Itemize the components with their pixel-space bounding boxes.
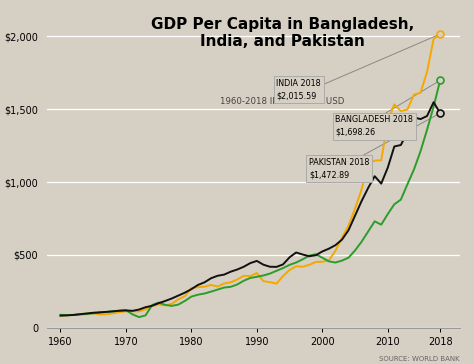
Text: PAKISTAN 2018
$1,472.89: PAKISTAN 2018 $1,472.89 — [309, 158, 370, 179]
Text: 1960-2018 IN CURRENT USD: 1960-2018 IN CURRENT USD — [220, 97, 345, 106]
Text: GDP Per Capita in Bangladesh,
India, and Pakistan: GDP Per Capita in Bangladesh, India, and… — [151, 17, 414, 49]
Text: BANGLADESH 2018
$1,698.26: BANGLADESH 2018 $1,698.26 — [336, 115, 413, 137]
Text: INDIA 2018
$2,015.59: INDIA 2018 $2,015.59 — [276, 79, 321, 100]
Text: SOURCE: WORLD BANK: SOURCE: WORLD BANK — [379, 356, 460, 363]
